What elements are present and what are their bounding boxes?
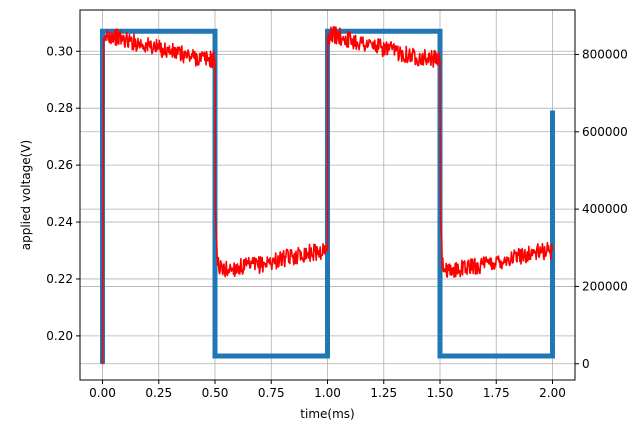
y-left-tick-label: 0.26 — [46, 158, 73, 172]
y-right-tick-label: 200000 — [582, 279, 628, 293]
y-left-tick-label: 0.28 — [46, 101, 73, 115]
x-tick-label: 1.50 — [427, 386, 454, 400]
y-right-tick-label: 800000 — [582, 47, 628, 61]
x-tick-label: 1.00 — [314, 386, 341, 400]
x-tick-label: 0.50 — [202, 386, 229, 400]
x-axis-label: time(ms) — [300, 407, 354, 421]
y-right-tick-label: 600000 — [582, 125, 628, 139]
x-tick-label: 0.00 — [89, 386, 116, 400]
x-tick-label: 2.00 — [539, 386, 566, 400]
y-left-axis-ticks: 0.20 0.22 0.24 0.26 0.28 0.30 — [46, 44, 80, 343]
series-line-red — [101, 25, 554, 365]
y-right-tick-label: 400000 — [582, 202, 628, 216]
y-right-axis-ticks: 0 200000 400000 600000 800000 — [575, 47, 628, 371]
x-tick-label: 0.25 — [145, 386, 172, 400]
y-left-tick-label: 0.24 — [46, 215, 73, 229]
series-lines — [100, 25, 555, 365]
y-right-tick-label: 0 — [582, 357, 590, 371]
y-left-tick-label: 0.20 — [46, 329, 73, 343]
y-left-tick-label: 0.30 — [46, 44, 73, 58]
x-axis-ticks: 0.00 0.25 0.50 0.75 1.00 1.25 1.50 1.75 2.00 — [89, 380, 566, 400]
y-left-axis-label: applied voltage(V) — [19, 140, 33, 250]
x-tick-label: 1.75 — [483, 386, 510, 400]
x-tick-label: 0.75 — [258, 386, 285, 400]
y-left-tick-label: 0.22 — [46, 272, 73, 286]
x-tick-label: 1.25 — [370, 386, 397, 400]
